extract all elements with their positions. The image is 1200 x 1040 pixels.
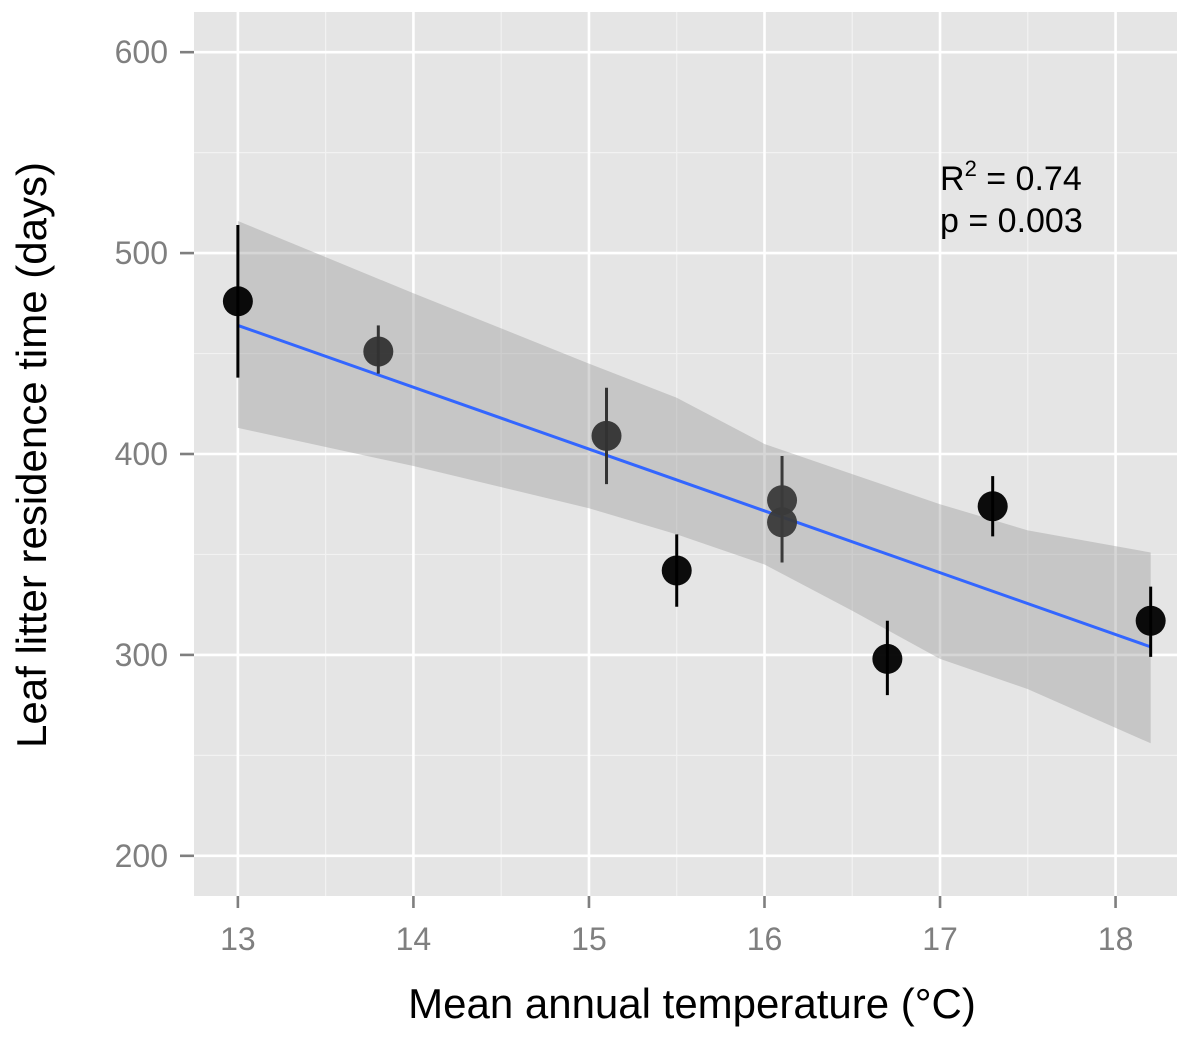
data-point-1 (363, 336, 394, 367)
x-tick-label: 13 (220, 921, 256, 957)
x-tick-label: 16 (747, 921, 783, 957)
p-value-annotation: p = 0.003 (940, 202, 1083, 240)
data-point-2 (591, 420, 622, 451)
x-tick-label: 14 (396, 921, 432, 957)
x-tick-label: 17 (922, 921, 958, 957)
data-point-6 (872, 643, 903, 674)
r2-value: = 0.74 (977, 160, 1082, 198)
x-axis: 13 14 15 16 17 18 (220, 896, 1133, 957)
y-tick-label: 300 (115, 637, 168, 673)
x-tick-label: 18 (1098, 921, 1134, 957)
y-axis: 200 300 400 500 600 (115, 34, 194, 874)
r2-prefix: R (940, 160, 965, 198)
data-point-4 (767, 485, 798, 516)
major-gridlines (194, 12, 1177, 896)
data-point-3 (661, 555, 692, 586)
data-points (222, 286, 1166, 674)
y-tick-label: 400 (115, 436, 168, 472)
y-axis-title: Leaf litter residence time (days) (8, 162, 55, 748)
data-point-8 (1135, 605, 1166, 636)
regression-line (237, 324, 1152, 649)
x-axis-title: Mean annual temperature (°C) (408, 980, 976, 1027)
y-tick-label: 600 (115, 34, 168, 70)
r2-superscript: 2 (965, 156, 977, 181)
data-point-5 (767, 507, 798, 538)
data-point-0 (222, 286, 253, 317)
confidence-ribbon (237, 220, 1151, 744)
data-point-7 (977, 491, 1008, 522)
x-tick-label: 15 (571, 921, 607, 957)
r-squared-annotation: R2 = 0.74 (940, 156, 1082, 198)
y-tick-label: 500 (115, 235, 168, 271)
y-tick-label: 200 (115, 838, 168, 874)
